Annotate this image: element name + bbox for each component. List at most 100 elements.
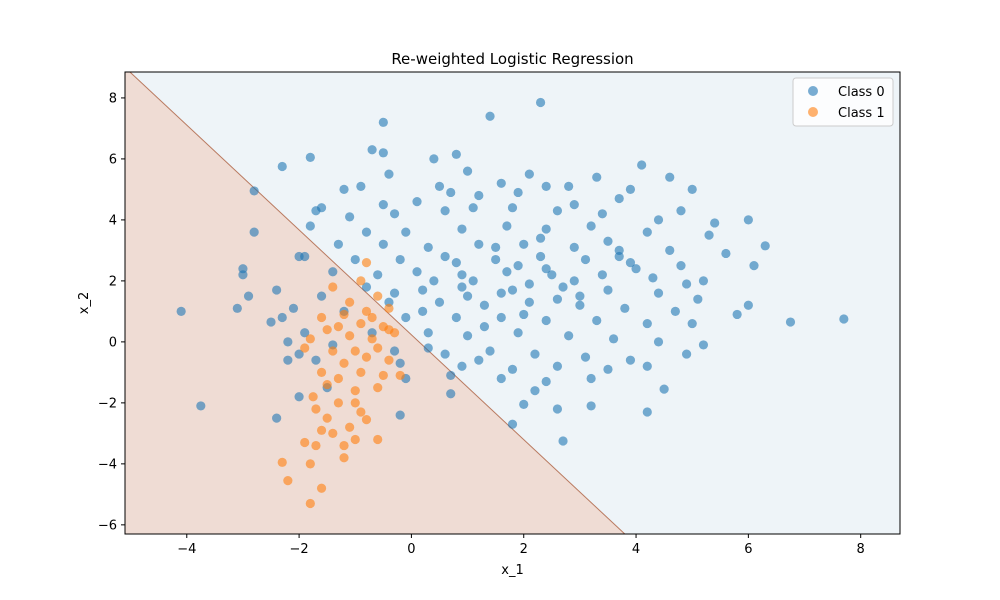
data-point-class-0 xyxy=(608,334,619,344)
data-point-class-0 xyxy=(653,215,664,225)
data-point-class-0 xyxy=(451,257,461,268)
data-point-class-1 xyxy=(361,352,372,362)
data-point-class-0 xyxy=(603,285,613,295)
data-point-class-1 xyxy=(305,334,315,344)
data-point-class-0 xyxy=(785,317,796,327)
data-point-class-0 xyxy=(693,294,703,304)
data-point-class-0 xyxy=(592,315,602,326)
y-axis-ticks: −6 −4 −2 0 2 4 6 8 xyxy=(98,91,125,533)
data-point-class-0 xyxy=(446,370,456,381)
data-point-class-0 xyxy=(614,251,624,262)
data-point-class-0 xyxy=(681,279,692,289)
data-point-class-0 xyxy=(316,291,327,301)
data-point-class-0 xyxy=(519,399,529,409)
data-point-class-0 xyxy=(541,224,551,234)
data-point-class-0 xyxy=(294,251,304,262)
data-point-class-1 xyxy=(367,312,377,323)
data-point-class-0 xyxy=(305,152,315,162)
data-point-class-0 xyxy=(637,160,647,170)
x-tick-label: 4 xyxy=(632,542,640,557)
data-point-class-0 xyxy=(665,245,675,255)
data-point-class-0 xyxy=(457,224,467,234)
data-point-class-0 xyxy=(491,254,501,265)
data-point-class-0 xyxy=(457,361,467,371)
data-point-class-0 xyxy=(283,355,293,365)
data-point-class-0 xyxy=(328,267,338,277)
data-point-class-0 xyxy=(479,322,490,332)
data-point-class-0 xyxy=(569,200,579,210)
data-point-class-0 xyxy=(316,203,327,213)
data-point-class-0 xyxy=(389,288,400,298)
data-point-class-0 xyxy=(238,270,248,280)
data-point-class-0 xyxy=(434,181,445,191)
data-point-class-1 xyxy=(339,358,349,368)
data-point-class-0 xyxy=(681,349,692,359)
data-point-class-1 xyxy=(384,325,394,335)
decision-regions xyxy=(125,72,900,534)
data-point-class-0 xyxy=(440,349,450,359)
data-point-class-1 xyxy=(361,306,372,316)
data-point-class-0 xyxy=(721,248,731,259)
data-point-class-1 xyxy=(339,453,349,463)
data-point-class-0 xyxy=(535,233,546,243)
data-point-class-0 xyxy=(676,261,686,271)
data-point-class-0 xyxy=(412,197,422,207)
data-point-class-0 xyxy=(277,312,287,323)
data-point-class-0 xyxy=(541,181,551,191)
data-point-class-0 xyxy=(356,181,366,191)
data-point-class-1 xyxy=(300,437,310,448)
data-point-class-0 xyxy=(760,241,770,251)
legend-marker-class-1 xyxy=(808,107,818,117)
y-tick-label: 8 xyxy=(109,91,117,106)
data-point-class-0 xyxy=(462,166,473,176)
data-point-class-0 xyxy=(367,145,377,155)
data-point-class-0 xyxy=(333,239,344,249)
data-point-class-0 xyxy=(474,239,484,249)
data-point-class-0 xyxy=(496,178,506,188)
data-point-class-1 xyxy=(356,276,366,286)
data-point-class-0 xyxy=(485,346,495,356)
data-point-class-1 xyxy=(345,331,355,341)
data-point-class-0 xyxy=(552,404,563,414)
data-point-class-1 xyxy=(350,434,360,445)
class-1-region xyxy=(125,72,625,534)
class-0-region xyxy=(129,72,900,534)
data-point-class-1 xyxy=(350,398,360,408)
data-point-class-0 xyxy=(541,264,551,274)
data-point-class-0 xyxy=(378,239,388,249)
data-point-class-0 xyxy=(665,172,675,182)
data-point-class-0 xyxy=(524,297,534,307)
data-point-class-0 xyxy=(648,273,658,283)
y-axis-label: x_2 xyxy=(77,292,92,314)
data-point-class-0 xyxy=(552,206,563,216)
legend-label-class-1: Class 1 xyxy=(838,106,885,121)
data-point-class-1 xyxy=(356,407,366,417)
data-point-class-0 xyxy=(496,373,506,384)
data-point-class-1 xyxy=(350,346,360,356)
data-point-class-0 xyxy=(569,276,579,286)
data-point-class-0 xyxy=(339,184,349,195)
data-point-class-0 xyxy=(440,251,450,262)
data-point-class-0 xyxy=(552,361,563,371)
data-point-class-0 xyxy=(395,358,405,368)
data-point-class-0 xyxy=(446,389,456,399)
data-point-class-0 xyxy=(642,407,652,417)
data-point-class-0 xyxy=(462,331,473,341)
data-point-class-0 xyxy=(530,349,540,359)
data-point-class-0 xyxy=(558,282,568,292)
data-point-class-0 xyxy=(502,221,512,231)
data-point-class-0 xyxy=(614,193,624,204)
data-point-class-0 xyxy=(839,314,849,324)
data-point-class-0 xyxy=(653,337,664,347)
y-tick-label: −4 xyxy=(98,457,117,472)
data-point-class-1 xyxy=(316,367,327,377)
data-point-class-0 xyxy=(580,352,591,362)
data-point-class-0 xyxy=(249,227,259,237)
data-point-class-1 xyxy=(378,370,388,381)
data-point-class-0 xyxy=(676,206,686,216)
data-point-class-1 xyxy=(322,325,332,335)
data-point-class-0 xyxy=(361,227,372,237)
data-point-class-0 xyxy=(451,312,461,323)
